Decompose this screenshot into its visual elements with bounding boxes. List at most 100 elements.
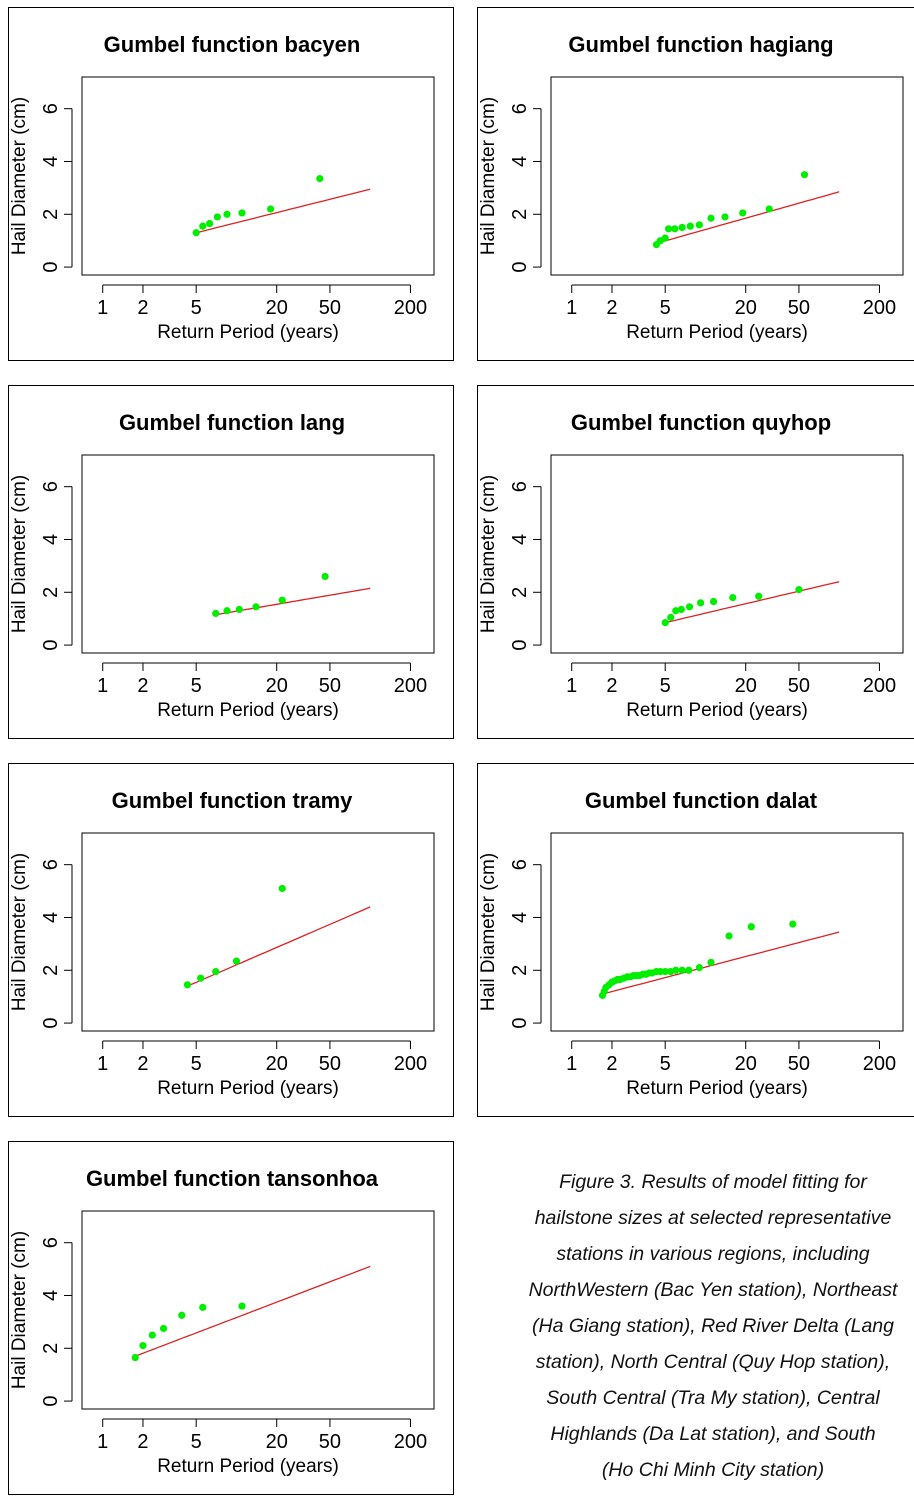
data-point (695, 221, 703, 229)
x-tick-label: 2 (137, 675, 148, 697)
data-point (235, 605, 243, 614)
chart-svg: Gumbel function hagiang 1 2 5 20 50 200 0 2 4 6 Ret… (478, 32, 904, 343)
caption-line: (Ha Giang station), Red River Delta (Lan… (532, 1315, 894, 1337)
x-tick-label: 2 (137, 297, 148, 319)
x-tick-label: 50 (319, 1053, 341, 1075)
x-axis-label: Return Period (years) (626, 322, 808, 343)
chart-panel: Gumbel function dalat 1 2 5 20 50 200 0 2 4 6 Retur… (477, 763, 914, 1117)
x-tick-label: 20 (266, 1431, 288, 1453)
caption-line: Highlands (Da Lat station), and South (550, 1423, 876, 1445)
y-tick-label: 0 (509, 262, 531, 273)
data-point (664, 225, 673, 233)
chart-panel: Gumbel function tansonhoa 1 2 5 20 50 200 0 2 4 6 R… (8, 1141, 454, 1495)
caption-line: station), North Central (Quy Hop station… (535, 1351, 891, 1373)
x-tick-label: 5 (660, 1053, 671, 1075)
x-axis-label: Return Period (years) (626, 1078, 808, 1099)
data-point (223, 210, 231, 218)
data-point (159, 1324, 168, 1333)
x-tick-label: 1 (566, 1053, 577, 1075)
x-axis-label: Return Period (years) (157, 1456, 339, 1477)
data-point (212, 968, 220, 976)
x-tick-label: 1 (566, 675, 577, 697)
chart-panel: Gumbel function bacyen 1 2 5 20 50 200 0 2 4 6 Retu… (8, 7, 454, 361)
x-tick-label: 50 (788, 675, 810, 697)
data-point (695, 964, 703, 972)
figure-caption: Figure 3. Results of model fitting for h… (478, 1164, 914, 1488)
x-tick-label: 20 (266, 1053, 288, 1075)
data-point (765, 205, 773, 213)
chart-panel: Gumbel function hagiang 1 2 5 20 50 200 0 2 4 6 Ret… (477, 7, 914, 361)
data-point (139, 1342, 147, 1350)
data-point (678, 966, 686, 974)
data-point (148, 1331, 156, 1339)
plot-area (81, 832, 435, 1032)
y-tick-label: 2 (40, 1343, 62, 1354)
data-point (685, 603, 694, 611)
y-tick-label: 2 (40, 209, 62, 220)
x-tick-label: 50 (319, 297, 341, 319)
caption-line: Figure 3. Results of model fitting for (559, 1171, 867, 1193)
data-point (199, 222, 207, 230)
y-tick-label: 2 (40, 965, 62, 976)
y-tick-label: 6 (40, 481, 62, 492)
data-point (131, 1353, 139, 1362)
x-tick-label: 5 (191, 675, 202, 697)
data-point (266, 205, 275, 213)
x-tick-label: 1 (97, 1053, 108, 1075)
data-point (677, 605, 685, 614)
data-point (671, 225, 679, 233)
y-tick-label: 4 (509, 156, 531, 167)
y-tick-label: 6 (40, 1237, 62, 1248)
data-point (697, 599, 705, 607)
x-tick-label: 5 (191, 297, 202, 319)
data-point (183, 981, 192, 989)
plot-area (550, 832, 904, 1032)
plot-area (81, 1210, 435, 1410)
y-tick-label: 0 (509, 640, 531, 651)
gumbel-fit-line (665, 581, 840, 624)
y-axis-label: Hail Diameter (cm) (9, 853, 30, 1011)
gumbel-fit-line (656, 191, 840, 244)
y-tick-label: 2 (509, 965, 531, 976)
x-tick-label: 1 (97, 675, 108, 697)
y-tick-label: 4 (40, 156, 62, 167)
x-axis-label: Return Period (years) (157, 322, 339, 343)
data-point (212, 609, 220, 617)
data-point (192, 229, 200, 237)
y-tick-label: 0 (40, 262, 62, 273)
x-tick-label: 200 (394, 297, 427, 319)
y-axis-label: Hail Diameter (cm) (9, 475, 30, 633)
chart-svg: Gumbel function dalat 1 2 5 20 50 200 0 2 4 6 Retur… (478, 788, 904, 1099)
x-tick-label: 200 (394, 1431, 427, 1453)
x-tick-label: 200 (863, 297, 896, 319)
data-point (213, 213, 221, 221)
y-tick-label: 0 (40, 1396, 62, 1407)
x-tick-label: 200 (863, 675, 896, 697)
chart-svg: Gumbel function bacyen 1 2 5 20 50 200 0 2 4 6 Retu… (9, 32, 435, 343)
caption-line: NorthWestern (Bac Yen station), Northeas… (528, 1279, 898, 1301)
x-tick-label: 200 (863, 1053, 896, 1075)
data-point (661, 619, 669, 627)
caption-line: stations in various regions, including (556, 1243, 870, 1265)
x-tick-label: 200 (394, 675, 427, 697)
data-point (721, 213, 729, 221)
y-tick-label: 2 (509, 587, 531, 598)
data-point (661, 968, 669, 976)
data-point (316, 175, 324, 183)
y-axis-label: Hail Diameter (cm) (478, 853, 499, 1011)
y-tick-label: 6 (40, 103, 62, 114)
y-axis-label: Hail Diameter (cm) (9, 97, 30, 255)
data-point (747, 923, 755, 931)
x-tick-label: 2 (606, 1053, 617, 1075)
data-point (789, 920, 797, 928)
plot-area (81, 454, 435, 654)
x-tick-label: 20 (735, 297, 757, 319)
x-tick-label: 1 (566, 297, 577, 319)
chart-title: Gumbel function bacyen (104, 32, 361, 57)
data-point (252, 603, 260, 611)
y-axis-label: Hail Diameter (cm) (9, 1231, 30, 1389)
chart-svg: Gumbel function quyhop 1 2 5 20 50 200 0 2 4 6 Retu… (478, 410, 904, 721)
x-tick-label: 50 (788, 1053, 810, 1075)
data-point (278, 596, 286, 604)
data-point (278, 884, 286, 893)
